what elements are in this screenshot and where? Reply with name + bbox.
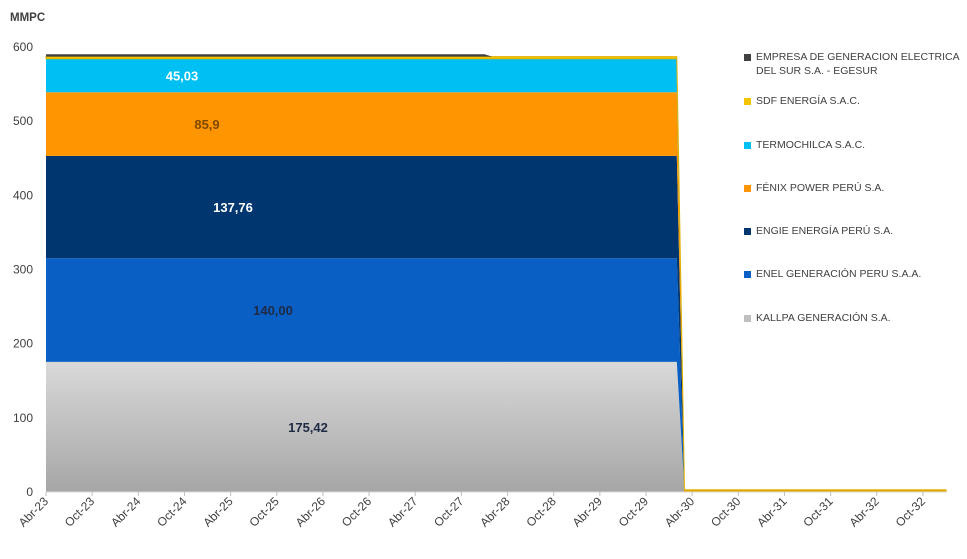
x-tick-label: Oct-28: [523, 494, 559, 530]
legend-swatch: [744, 271, 751, 278]
x-tick-label: Abr-32: [847, 494, 883, 530]
y-tick-label: 0: [26, 485, 33, 499]
area-kallpa-generacion-s-a: [46, 361, 685, 492]
legend-swatch: [744, 228, 751, 235]
x-tick-label: Oct-27: [431, 494, 467, 530]
y-tick-label: 400: [13, 188, 33, 202]
data-label-termochilca-s-a-c: 45,03: [166, 68, 199, 83]
area-empresa-de-generacion-electrica-del-sur-s-a-egesur: [46, 54, 493, 57]
x-tick-label: Abr-23: [16, 494, 52, 530]
data-label-kallpa-generacion-s-a: 175,42: [288, 420, 328, 435]
legend-item: EMPRESA DE GENERACION ELECTRICA DEL SUR …: [744, 50, 961, 78]
data-label-engie-energia-peru-s-a: 137,76: [213, 200, 253, 215]
legend-item: FÉNIX POWER PERÚ S.A.: [744, 181, 961, 195]
legend-item: SDF ENERGÍA S.A.C.: [744, 94, 961, 108]
x-tick-label: Oct-24: [154, 494, 190, 530]
area-fenix-power-peru-s-a: [46, 92, 685, 492]
x-tick-label: Abr-30: [662, 494, 698, 530]
y-tick-label: 600: [13, 40, 33, 54]
x-tick-label: Oct-29: [616, 494, 652, 530]
legend-label: ENGIE ENERGÍA PERÚ S.A.: [756, 225, 894, 237]
y-tick-label: 100: [13, 411, 33, 425]
x-tick-label: Abr-28: [477, 494, 513, 530]
x-tick-label: Abr-31: [754, 494, 790, 530]
data-label-enel-generacion-peru-s-a-a: 140,00: [253, 303, 293, 318]
x-tick-label: Abr-25: [200, 494, 236, 530]
y-tick-label: 300: [13, 263, 33, 277]
legend-swatch: [744, 54, 751, 61]
legend-item: KALLPA GENERACIÓN S.A.: [744, 311, 961, 325]
x-tick-label: Abr-27: [385, 494, 421, 530]
legend-label: FÉNIX POWER PERÚ S.A.: [756, 182, 885, 194]
legend-item: ENGIE ENERGÍA PERÚ S.A.: [744, 224, 961, 238]
x-tick-label: Oct-25: [247, 494, 283, 530]
legend-label: SDF ENERGÍA S.A.C.: [756, 95, 860, 107]
legend-swatch: [744, 98, 751, 105]
y-tick-label: 200: [13, 337, 33, 351]
legend-swatch: [744, 185, 751, 192]
x-tick-label: Oct-31: [800, 494, 836, 530]
x-tick-label: Abr-29: [570, 494, 606, 530]
x-tick-label: Abr-26: [293, 494, 329, 530]
y-tick-label: 500: [13, 114, 33, 128]
x-tick-label: Abr-24: [108, 494, 144, 530]
legend-swatch: [744, 315, 751, 322]
area-enel-generacion-peru-s-a-a: [46, 258, 685, 492]
area-engie-energia-peru-s-a: [46, 155, 685, 492]
x-tick-label: Oct-23: [62, 494, 98, 530]
x-tick-label: Oct-32: [893, 494, 929, 530]
legend-label: ENEL GENERACIÓN PERU S.A.A.: [756, 268, 922, 280]
legend-item: ENEL GENERACIÓN PERU S.A.A.: [744, 267, 961, 281]
legend-label: KALLPA GENERACIÓN S.A.: [756, 312, 891, 324]
legend-label: EMPRESA DE GENERACION ELECTRICA DEL SUR …: [756, 51, 960, 77]
legend-item: TERMOCHILCA S.A.C.: [744, 138, 961, 152]
legend-swatch: [744, 142, 751, 149]
x-tick-label: Oct-26: [339, 494, 375, 530]
data-label-fenix-power-peru-s-a: 85,9: [194, 117, 219, 132]
legend-label: TERMOCHILCA S.A.C.: [756, 139, 866, 151]
x-tick-label: Oct-30: [708, 494, 744, 530]
y-axis-title: MMPC: [10, 12, 45, 24]
